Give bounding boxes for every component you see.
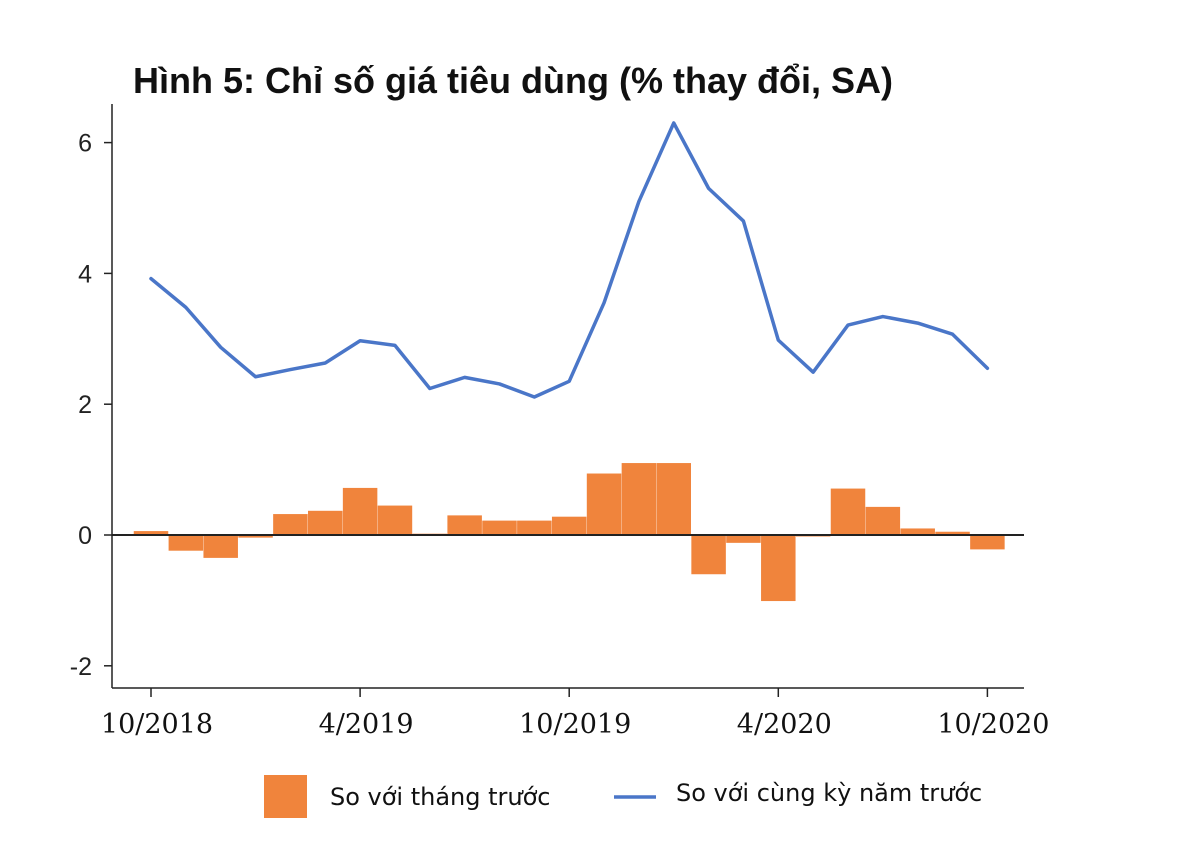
bar-5-2019 (377, 505, 413, 535)
y-axis: 6 4 2 0 -2 (70, 104, 113, 688)
y-tick-label: 0 (78, 522, 92, 550)
x-tick-label: 4/2020 (737, 709, 832, 740)
bar-3-2019 (308, 510, 343, 535)
bar-8-2020 (900, 528, 935, 535)
bar-2-2020 (691, 535, 726, 575)
plot-area (112, 104, 1024, 688)
bar-9-2019 (517, 520, 552, 535)
y-tick-label: 6 (78, 130, 92, 158)
bar-1-2020 (656, 463, 691, 535)
bar-8-2019 (482, 520, 517, 535)
y-tick-label: 2 (78, 391, 92, 419)
y-tick-label: 4 (78, 260, 92, 288)
x-tick-label: 10/2018 (101, 709, 213, 740)
legend-swatch-bar (264, 775, 307, 818)
plot-background (112, 104, 1024, 688)
bar-2-2019 (273, 514, 308, 535)
legend-label-line: So với cùng kỳ năm trước (676, 779, 982, 807)
legend: So với tháng trước So với cùng kỳ năm tr… (264, 775, 982, 818)
bar-10-2020 (970, 535, 1005, 550)
bar-9-2020 (935, 531, 970, 535)
bar-11-2019 (586, 473, 622, 535)
bar-4-2020 (761, 535, 796, 602)
bar-7-2019 (447, 515, 482, 535)
bar-4-2019 (342, 487, 378, 535)
x-tick-label: 10/2019 (519, 709, 631, 740)
x-axis: 10/2018 4/2019 10/2019 4/2020 10/2020 (101, 687, 1049, 740)
bar-6-2020 (830, 488, 866, 535)
bar-1-2019 (238, 535, 273, 538)
bar-12-2019 (621, 463, 657, 535)
chart-title: Hình 5: Chỉ số giá tiêu dùng (% thay đổi… (133, 60, 893, 101)
bar-7-2020 (865, 506, 901, 535)
bar-12-2018 (203, 535, 238, 558)
line-series (149, 121, 990, 399)
x-tick-label: 10/2020 (937, 709, 1049, 740)
bar-series (133, 463, 1005, 602)
bar-11-2018 (168, 535, 204, 551)
bar-10-2019 (551, 516, 587, 535)
y-tick-label: -2 (70, 653, 92, 681)
bar-3-2020 (726, 535, 761, 543)
x-tick-label: 4/2019 (319, 709, 414, 740)
legend-label-bar: So với tháng trước (330, 783, 551, 811)
bar-10-2018 (133, 531, 169, 535)
